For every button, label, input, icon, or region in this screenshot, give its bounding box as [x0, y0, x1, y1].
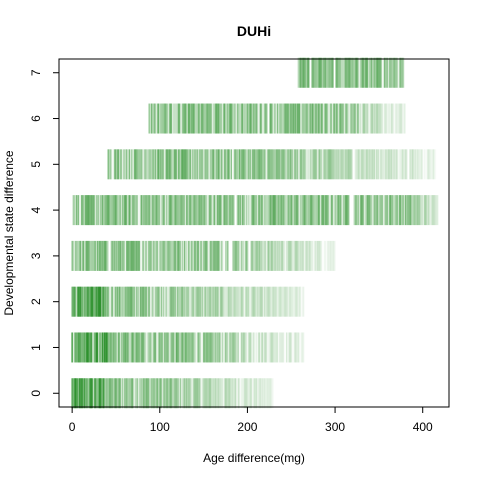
- y-tick-label: 6: [29, 115, 43, 122]
- strip-row-1: [71, 332, 305, 363]
- y-tick-label: 2: [29, 298, 43, 305]
- y-axis-label: Developmental state difference: [2, 150, 16, 316]
- x-axis-label: Age difference(mg): [203, 451, 305, 465]
- strip-row-4: [72, 195, 439, 226]
- y-tick-label: 3: [29, 252, 43, 259]
- y-tick-label: 7: [29, 69, 43, 76]
- strip-row-5: [107, 149, 436, 180]
- y-tick-label: 5: [29, 161, 43, 168]
- y-tick-label: 0: [29, 390, 43, 397]
- plot-strips: [71, 57, 439, 409]
- x-tick-label: 200: [237, 420, 257, 434]
- strip-row-3: [71, 240, 336, 271]
- strip-row-2: [71, 286, 305, 317]
- strip-row-7: [297, 57, 405, 88]
- strip-row-6: [148, 103, 406, 134]
- y-axis: 0 1 2 3 4 5 6 7: [29, 69, 60, 397]
- x-axis: 0 100 200 300 400: [69, 406, 433, 434]
- x-tick-label: 0: [69, 420, 76, 434]
- x-tick-label: 100: [150, 420, 170, 434]
- strip-row-0: [71, 378, 273, 409]
- x-tick-label: 300: [325, 420, 345, 434]
- x-tick-label: 400: [413, 420, 433, 434]
- y-tick-label: 1: [29, 344, 43, 351]
- chart-title: DUHi: [237, 23, 271, 39]
- y-tick-label: 4: [29, 206, 43, 213]
